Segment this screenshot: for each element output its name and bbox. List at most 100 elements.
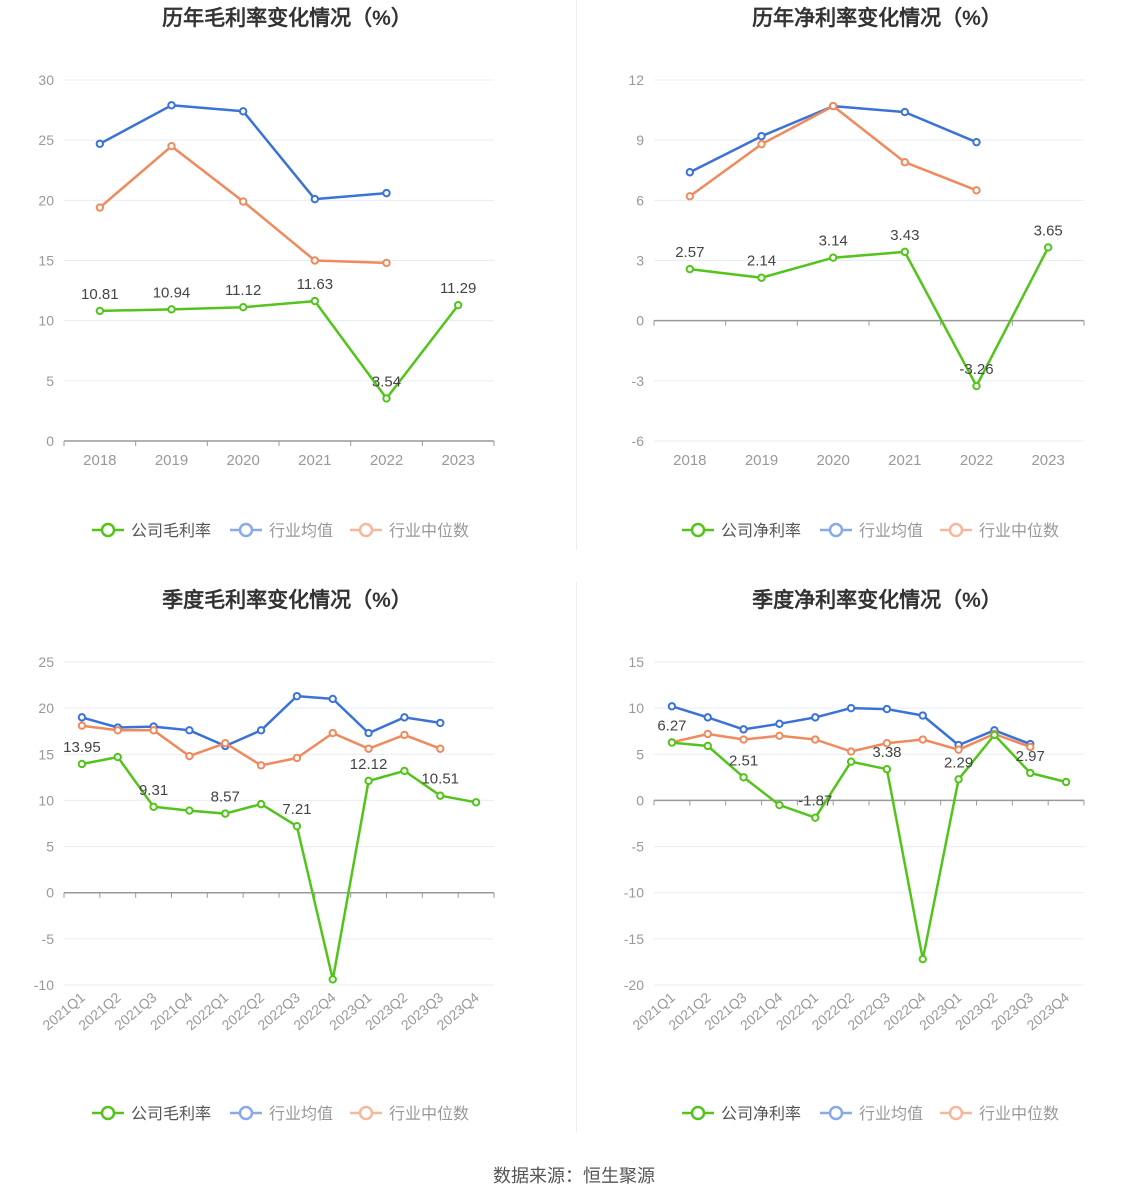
- data-point-company: [739, 773, 748, 782]
- legend-label: 行业均值: [859, 1105, 923, 1123]
- data-point-industry_median: [382, 258, 391, 268]
- data-point-industry_median: [167, 141, 176, 151]
- chart-annual-net-margin-svg: 历年净利率变化情况（%） -6 -3 0 3 6 9 12 2018 2019 2020 2021 20…: [628, 6, 1085, 540]
- x-tick-label: 2023: [1031, 452, 1064, 469]
- data-point-industry_median: [77, 721, 87, 730]
- legend-item: 行业均值: [230, 522, 333, 540]
- data-point-company: [918, 954, 927, 964]
- data-label: 2.14: [747, 253, 776, 270]
- y-tick-label: -5: [42, 931, 55, 947]
- legend-marker-icon: [948, 522, 964, 538]
- y-tick-label: -3: [632, 373, 645, 389]
- legend-marker-icon: [690, 522, 706, 538]
- legend-item: 行业均值: [230, 1105, 333, 1123]
- data-point-company: [400, 766, 409, 776]
- data-point-company: [238, 302, 248, 312]
- series-line-industry_avg: [689, 104, 977, 174]
- data-point-company: [221, 809, 230, 818]
- data-label: 12.12: [350, 756, 388, 773]
- data-point-industry_avg: [972, 137, 981, 147]
- legend-label: 公司毛利率: [131, 522, 211, 540]
- legend-item: 公司净利率: [682, 522, 801, 540]
- legend-label: 行业中位数: [979, 1105, 1059, 1123]
- data-point-industry_median: [436, 744, 445, 753]
- data-label: -3.26: [959, 361, 993, 378]
- data-point-industry_median: [400, 730, 409, 740]
- data-point-industry_median: [149, 726, 158, 735]
- data-label: 13.95: [63, 739, 101, 756]
- data-label: 6.27: [657, 718, 686, 735]
- data-point-company: [328, 975, 337, 984]
- data-point-industry_avg: [328, 694, 337, 704]
- legend-marker-icon: [948, 1105, 964, 1121]
- y-tick-label: 15: [628, 654, 644, 670]
- data-label: -1.87: [798, 793, 832, 810]
- legend-label: 公司净利率: [721, 1105, 801, 1123]
- data-label: 8.57: [211, 789, 240, 806]
- x-tick-label: 2022: [370, 452, 403, 469]
- data-point-industry_avg: [185, 726, 194, 735]
- data-label: 2.51: [729, 752, 758, 769]
- data-point-company: [256, 799, 266, 809]
- data-point-industry_median: [703, 729, 712, 739]
- data-label: 2.57: [675, 244, 704, 261]
- data-point-industry_avg: [382, 188, 391, 198]
- data-point-industry_avg: [667, 702, 677, 711]
- data-point-industry_avg: [846, 703, 856, 713]
- x-tick-label: 2022: [960, 452, 993, 469]
- legend-marker-icon: [358, 1105, 374, 1121]
- x-tick-label: 2021: [888, 452, 921, 469]
- data-point-industry_avg: [292, 691, 302, 701]
- data-point-company: [185, 806, 194, 815]
- data-label: 11.63: [297, 276, 333, 293]
- data-label: 3.38: [872, 744, 901, 761]
- data-point-company: [167, 305, 176, 314]
- data-point-industry_median: [972, 186, 981, 195]
- panel-divider: [576, 0, 577, 550]
- data-point-company: [1061, 777, 1071, 787]
- chart-annual-gross-margin: 历年毛利率变化情况（%） 0 5 10 15 20 25 30 2018 2019 2020 2021…: [0, 0, 574, 582]
- data-point-industry_avg: [436, 718, 445, 728]
- legend-item: 行业均值: [820, 522, 923, 540]
- data-point-industry_avg: [703, 713, 712, 722]
- data-point-industry_median: [328, 728, 337, 738]
- legend-label: 行业均值: [269, 522, 333, 540]
- chart-title: 历年毛利率变化情况（%）: [162, 6, 412, 30]
- data-point-industry_median: [918, 735, 927, 744]
- data-point-industry_median: [238, 197, 248, 206]
- x-tick-label: 2020: [816, 452, 849, 469]
- y-tick-label: -20: [624, 977, 644, 993]
- legend-marker-icon: [100, 522, 116, 538]
- data-point-company: [77, 759, 87, 769]
- data-point-industry_avg: [256, 726, 266, 735]
- y-tick-label: 0: [636, 792, 644, 808]
- legend-label: 行业中位数: [389, 1105, 469, 1123]
- legend-item: 行业均值: [820, 1105, 923, 1123]
- legend-marker-icon: [100, 1105, 116, 1121]
- legend-item: 行业中位数: [350, 1105, 469, 1123]
- data-point-industry_median: [1026, 742, 1035, 752]
- data-point-industry_median: [221, 739, 230, 748]
- data-label: 3.54: [372, 373, 401, 390]
- data-point-industry_avg: [310, 194, 320, 204]
- y-tick-label: 25: [38, 654, 54, 670]
- data-label: 11.12: [225, 282, 261, 299]
- data-label: 10.51: [421, 771, 459, 788]
- data-point-industry_avg: [77, 713, 87, 722]
- legend-marker-icon: [828, 1105, 844, 1121]
- data-point-company: [811, 813, 820, 822]
- data-point-industry_avg: [757, 131, 766, 141]
- y-tick-label: 0: [46, 885, 54, 901]
- data-point-industry_median: [757, 139, 766, 149]
- data-point-industry_avg: [167, 101, 176, 110]
- y-tick-label: 12: [628, 72, 644, 88]
- chart-quarterly-gross-margin-svg: 季度毛利率变化情况（%）-10-505101520252021Q12021Q22…: [34, 588, 495, 1123]
- data-point-industry_median: [811, 735, 820, 744]
- data-point-company: [382, 394, 391, 403]
- y-tick-label: 10: [38, 792, 54, 808]
- legend-label: 行业均值: [269, 1105, 333, 1123]
- y-tick-label: -15: [624, 931, 644, 947]
- legend-item: 行业中位数: [940, 1105, 1059, 1123]
- data-point-company: [1043, 243, 1053, 252]
- x-tick-label: 2018: [673, 452, 706, 469]
